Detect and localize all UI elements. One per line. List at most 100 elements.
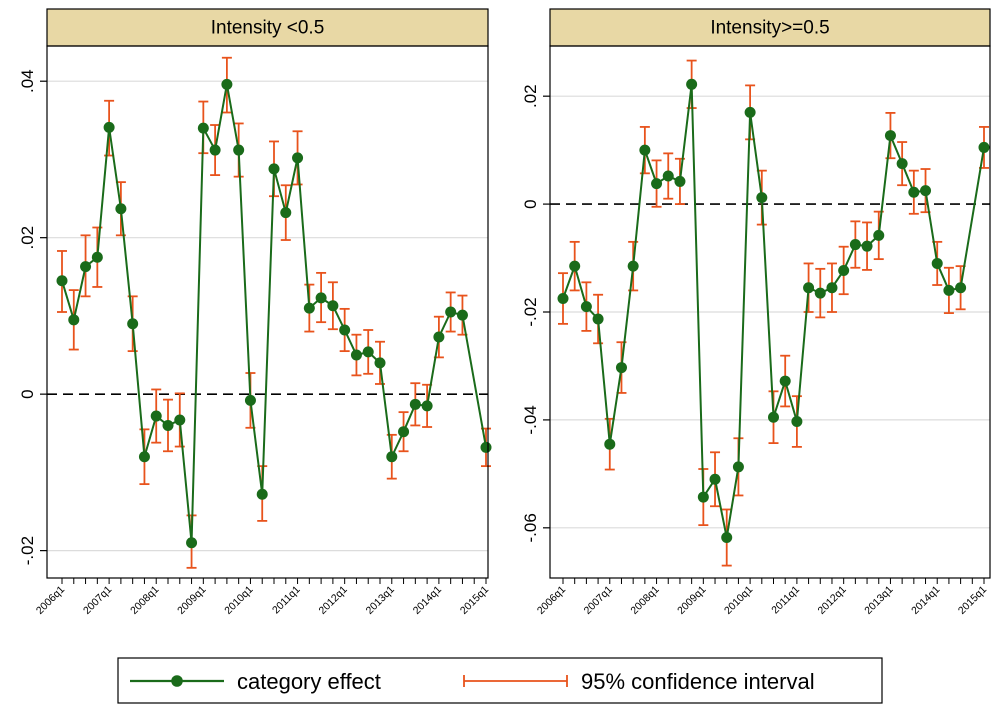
xtick-label-high-2015q1: 2015q1	[956, 584, 989, 617]
xtick-label-high-2014q1: 2014q1	[909, 584, 942, 617]
effect-point-high-12	[697, 491, 709, 503]
effect-point-high-18	[768, 411, 779, 423]
ytick-label-high-4: .02	[521, 84, 540, 108]
effect-point-high-2	[580, 301, 592, 313]
effect-point-high-28	[884, 130, 896, 142]
panel-header-high	[549, 8, 991, 47]
effect-point-low-28	[386, 451, 398, 463]
effect-point-low-21	[303, 302, 315, 314]
effect-point-low-1	[68, 314, 80, 326]
effect-point-high-19	[779, 375, 791, 387]
xtick-label-high-2010q1: 2010q1	[722, 584, 755, 617]
xtick-label-high-2012q1: 2012q1	[816, 584, 849, 617]
effect-point-high-24	[838, 264, 850, 276]
effect-point-high-17	[756, 192, 768, 204]
effect-point-low-7	[138, 451, 150, 463]
effect-point-low-11	[186, 537, 198, 549]
plot-frame-low	[46, 45, 489, 579]
effect-point-low-17	[256, 488, 268, 500]
ci-bars-high	[558, 59, 989, 567]
effect-points-low	[56, 78, 492, 549]
effect-point-low-25	[350, 349, 362, 361]
ytick-label-high-0: -.06	[521, 513, 540, 542]
effect-point-high-11	[686, 78, 698, 90]
effect-point-low-8	[150, 410, 162, 422]
effect-point-high-3	[592, 313, 604, 325]
effect-point-high-30	[908, 186, 920, 198]
y-axis-low: -.02 0 .02 .04	[18, 69, 47, 565]
effect-point-low-18	[268, 163, 280, 175]
xtick-label-low-2008q1: 2008q1	[128, 584, 161, 617]
legend-label-ci: 95% confidence interval	[581, 669, 815, 694]
xtick-label-high-2008q1: 2008q1	[628, 584, 661, 617]
ytick-label-high-1: -.04	[521, 405, 540, 434]
effect-point-high-8	[651, 178, 663, 190]
xtick-label-low-2009q1: 2009q1	[175, 584, 208, 617]
effect-point-high-20	[791, 416, 803, 428]
effect-point-low-9	[162, 419, 174, 431]
xtick-label-low-2014q1: 2014q1	[411, 584, 444, 617]
effect-point-high-31	[920, 185, 932, 197]
effect-point-low-30	[409, 398, 421, 410]
effect-point-low-27	[374, 357, 386, 369]
effect-point-high-0	[557, 293, 569, 305]
ytick-label-low-1: 0	[18, 389, 37, 398]
effect-point-high-32	[931, 257, 943, 269]
effect-point-low-24	[339, 324, 351, 336]
legend: category effect 95% confidence interval	[117, 657, 883, 704]
effect-line-high	[562, 84, 985, 538]
ytick-label-low-3: .04	[18, 69, 37, 93]
panel-intensity-low: Intensity <0.5 -.020.02.04 2006q1 2007q1 2…	[18, 8, 492, 617]
xtick-label-low-2012q1: 2012q1	[317, 584, 350, 617]
effect-point-high-5	[615, 362, 627, 374]
effect-point-low-10	[174, 414, 186, 426]
ytick-label-low-2: .02	[18, 226, 37, 250]
ytick-label-high-2: -.02	[521, 297, 540, 326]
xtick-label-high-2011q1: 2011q1	[769, 584, 802, 617]
effect-point-high-29	[896, 158, 908, 170]
grid-high	[550, 95, 990, 529]
effect-point-low-3	[91, 251, 103, 263]
effect-point-low-22	[315, 292, 327, 304]
effect-point-high-26	[861, 240, 873, 252]
legend-label-effect: category effect	[237, 669, 381, 694]
effect-point-high-9	[662, 170, 674, 182]
panel-title-high: Intensity>=0.5	[710, 18, 829, 39]
ytick-label-low-0: -.02	[18, 536, 37, 565]
effect-point-low-23	[327, 300, 339, 312]
panel-intensity-high: Intensity>=0.5 -.06-.04-.020.02 2006q1 20…	[521, 8, 991, 617]
y-axis-high: -.06 -.04 -.02 0 .02	[521, 84, 550, 542]
xtick-label-low-2010q1: 2010q1	[222, 584, 255, 617]
effect-point-low-4	[103, 121, 115, 133]
effect-point-low-31	[421, 400, 433, 412]
effect-point-low-34	[456, 309, 468, 321]
effect-point-low-14	[221, 78, 233, 90]
panel-title-low: Intensity <0.5	[211, 18, 325, 39]
panel-header-low	[46, 8, 489, 47]
effect-point-low-6	[127, 318, 139, 330]
effect-point-high-13	[709, 473, 721, 485]
effect-point-low-26	[362, 346, 374, 358]
effect-point-high-15	[732, 461, 744, 473]
x-axis-high: 2006q1 2007q1 2008q1 2009q1 2010q1 2011q1 2012…	[535, 578, 989, 617]
effect-point-high-35	[978, 141, 990, 153]
effect-point-high-33	[943, 284, 955, 296]
xtick-label-low-2007q1: 2007q1	[81, 584, 114, 617]
xtick-label-high-2013q1: 2013q1	[862, 584, 895, 617]
effect-point-high-16	[744, 106, 756, 118]
xtick-label-high-2007q1: 2007q1	[582, 584, 615, 617]
effect-point-low-20	[292, 152, 304, 164]
effect-point-low-12	[197, 122, 209, 134]
xtick-label-high-2006q1: 2006q1	[535, 584, 568, 617]
legend-effect-marker	[171, 675, 183, 687]
effect-point-high-4	[604, 438, 616, 450]
effect-point-low-35	[480, 441, 492, 453]
effect-point-high-25	[849, 239, 861, 251]
ci-bars-low	[57, 56, 491, 569]
xtick-label-low-2015q1: 2015q1	[458, 584, 491, 617]
effect-point-low-5	[115, 203, 127, 215]
xtick-label-low-2013q1: 2013q1	[364, 584, 397, 617]
effect-point-low-32	[433, 331, 445, 343]
effect-point-high-23	[826, 282, 838, 294]
